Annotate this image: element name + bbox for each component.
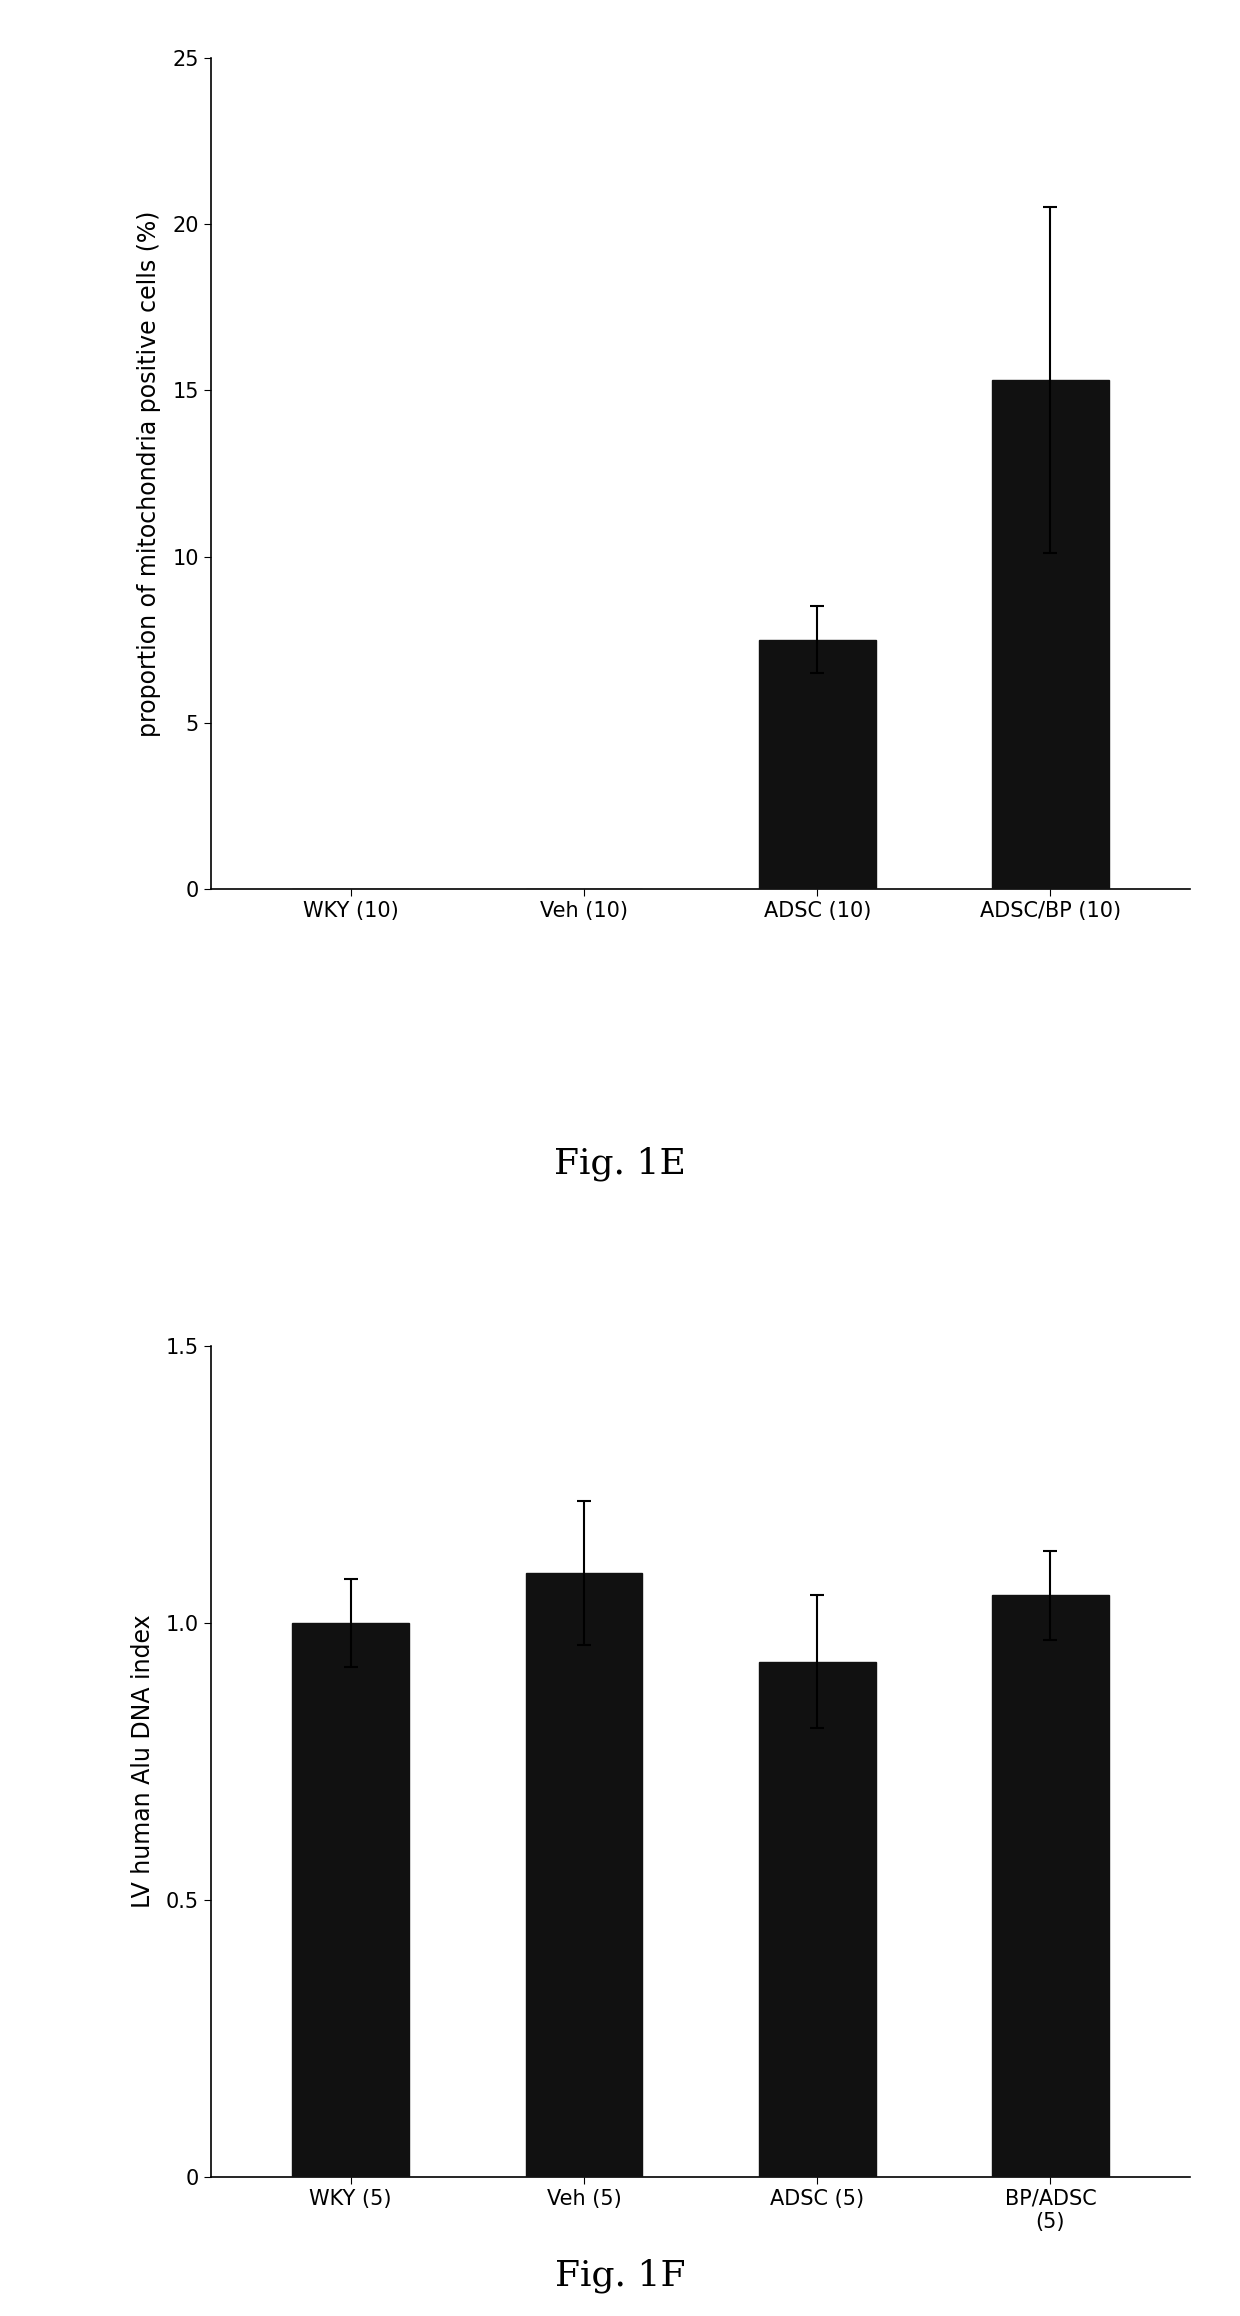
Text: Fig. 1E: Fig. 1E — [554, 1146, 686, 1181]
Bar — [992, 1596, 1109, 2177]
Y-axis label: LV human Alu DNA index: LV human Alu DNA index — [130, 1614, 155, 1908]
Y-axis label: proportion of mitochondria positive cells (%): proportion of mitochondria positive cell… — [138, 211, 161, 736]
Bar — [759, 639, 875, 889]
Bar — [293, 1624, 409, 2177]
Bar — [992, 380, 1109, 889]
Text: Fig. 1F: Fig. 1F — [554, 2258, 686, 2293]
Bar — [526, 1573, 642, 2177]
Bar — [759, 1663, 875, 2177]
